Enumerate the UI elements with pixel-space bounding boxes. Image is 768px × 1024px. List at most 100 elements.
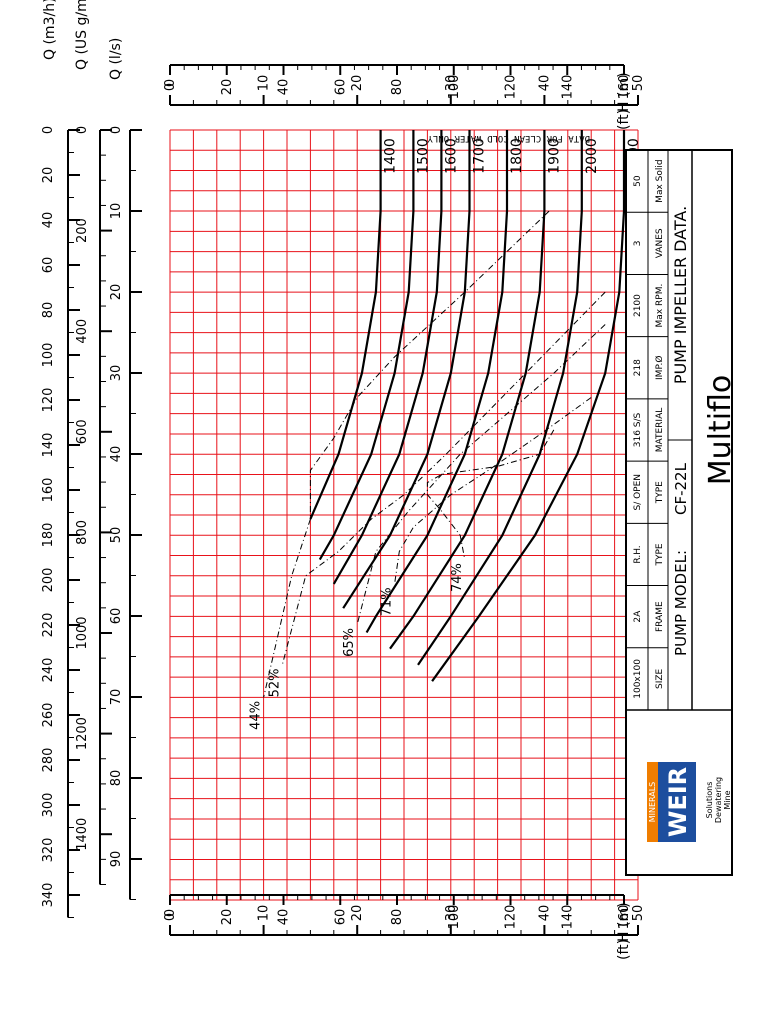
table-value: 316 S/S [633,412,643,447]
speed-curve-1900 [389,130,546,650]
flow-ls-tick-label: 90 [109,851,124,868]
flow-m3h-tick-label: 260 [41,703,56,728]
speed-curve-label: 1600 [443,138,459,174]
flow-usgpm-tick-label: 800 [75,520,90,545]
flow-usgpm-tick-label: 400 [75,319,90,344]
flow-ls-tick-label: 50 [109,527,124,544]
flow-usgpm-tick-label: 600 [75,419,90,444]
flow-m3h-tick-label: 0 [41,126,56,134]
flow-m3h-tick-label: 40 [41,212,56,229]
flow-m3h-tick-label: 100 [41,343,56,368]
head-m-bottom-tick-label: 20 [350,905,365,922]
efficiency-curve-label: 71% [380,587,395,616]
flow-m3h-tick-label: 300 [41,793,56,818]
table-header: TYPE [655,481,665,504]
head-m-bottom-tick-label: 50 [631,905,646,922]
head-ft-bottom-tick-label: 120 [504,905,519,930]
head-ft-bottom-tick-label: 160 [617,905,632,930]
speed-curve-1600 [332,130,443,585]
weir-logo-band [647,762,658,842]
flow-m3h-tick-label: 160 [41,478,56,503]
flow-m3h-tick-label: 20 [41,167,56,184]
table-value: S/ OPEN [633,474,643,511]
flow-usgpm-tick-label: 1400 [75,818,90,851]
head-ft-bottom-tick-label: 40 [277,909,292,926]
table-value: R.H. [633,545,643,563]
flow-ls-tick-label: 0 [109,126,124,134]
flow-usgpm-tick-label: 1000 [75,616,90,649]
head-ft-axis-title-top: (ft) [616,109,632,130]
table-header: VANES [655,228,665,258]
flow-usgpm-axis-title: Q (US g/m) [74,0,90,70]
speed-curve-label: 1800 [509,138,525,174]
speed-curve-label: 1400 [383,138,399,174]
flow-m3h-tick-label: 80 [41,302,56,319]
head-ft-top-tick-label: 140 [560,75,575,100]
speed-curve-1400 [309,130,382,520]
pump-model-value: CF-22L [672,462,690,515]
impeller-data-label: PUMP IMPELLER DATA. [671,206,690,384]
logo-caption: Solutions [705,782,714,819]
flow-m3h-axis-title: Q (m3/h) [42,0,58,60]
efficiency-curve-label: 65% [342,628,357,657]
speed-curve-1800 [365,130,509,634]
speed-curve-2000 [417,130,583,666]
head-ft-top-tick-label: 160 [617,75,632,100]
flow-ls-tick-label: 40 [109,446,124,463]
speed-curve-2100 [431,130,626,682]
flow-usgpm-tick-label: 1200 [75,717,90,750]
head-m-top-tick-label: 40 [537,75,552,92]
table-header: SIZE [655,668,665,689]
flow-ls-tick-label: 70 [109,689,124,706]
head-m-axis-title-top: H (m) [616,72,632,112]
speed-curve-label: 1500 [415,138,431,174]
head-ft-bottom-tick-label: 100 [447,905,462,930]
head-ft-bottom-tick-label: 80 [390,909,405,926]
head-m-axis-title-bottom: H (m) [616,902,632,942]
table-header: IMP.Ø [654,356,665,380]
title-block: Multiflo PUMP IMPELLER DATA. PUMP MODEL: CF… [625,149,738,876]
table-value: 2100 [633,294,643,317]
head-ft-top-tick-label: 0 [163,83,178,91]
flow-m3h-tick-label: 140 [41,433,56,458]
table-header: FRAME [655,601,665,632]
head-ft-bottom-tick-label: 0 [163,913,178,921]
efficiency-curve-44% [263,210,550,698]
flow-m3h-tick-label: 220 [41,613,56,638]
flow-ls-tick-label: 10 [109,203,124,220]
efficiency-curve-label: 44% [249,701,264,730]
weir-logo-text: WEIR [664,767,692,837]
head-m-bottom-tick-label: 30 [444,905,459,922]
table-header: Max RPM. [655,284,665,328]
flow-m3h-tick-label: 120 [41,388,56,413]
weir-logo-sub: MINERALS [648,782,657,823]
flow-m3h-tick-label: 280 [41,748,56,773]
chart-curves [263,130,626,698]
flow-m3h-tick-label: 340 [41,883,56,908]
flow-m3h-tick-label: 240 [41,658,56,683]
speed-curve-label: 1900 [546,138,562,174]
table-value: 2A [633,610,643,623]
brand-title: Multiflo [703,375,738,486]
head-ft-axis-title-bottom: (ft) [616,939,632,960]
head-ft-bottom-tick-label: 140 [560,905,575,930]
head-m-top-tick-label: 50 [631,75,646,92]
speed-curve-1700 [342,130,471,609]
efficiency-curve-label: 74% [450,563,465,592]
head-m-bottom-tick-label: 10 [257,905,272,922]
flow-ls-tick-label: 30 [109,365,124,382]
speed-curve-label: 2000 [584,138,600,174]
flow-m3h-tick-label: 320 [41,838,56,863]
head-m-top-tick-label: 10 [257,75,272,92]
table-value: 3 [633,240,643,246]
flow-ls-tick-label: 20 [109,284,124,301]
chart-axes: 0204060801001201401601802002202402602803… [41,0,646,960]
head-ft-top-tick-label: 100 [447,75,462,100]
efficiency-curve-label: 52% [267,668,282,697]
table-header: TYPE [655,543,665,566]
head-ft-top-tick-label: 40 [277,79,292,96]
table-header: MATERIAL [655,408,665,453]
